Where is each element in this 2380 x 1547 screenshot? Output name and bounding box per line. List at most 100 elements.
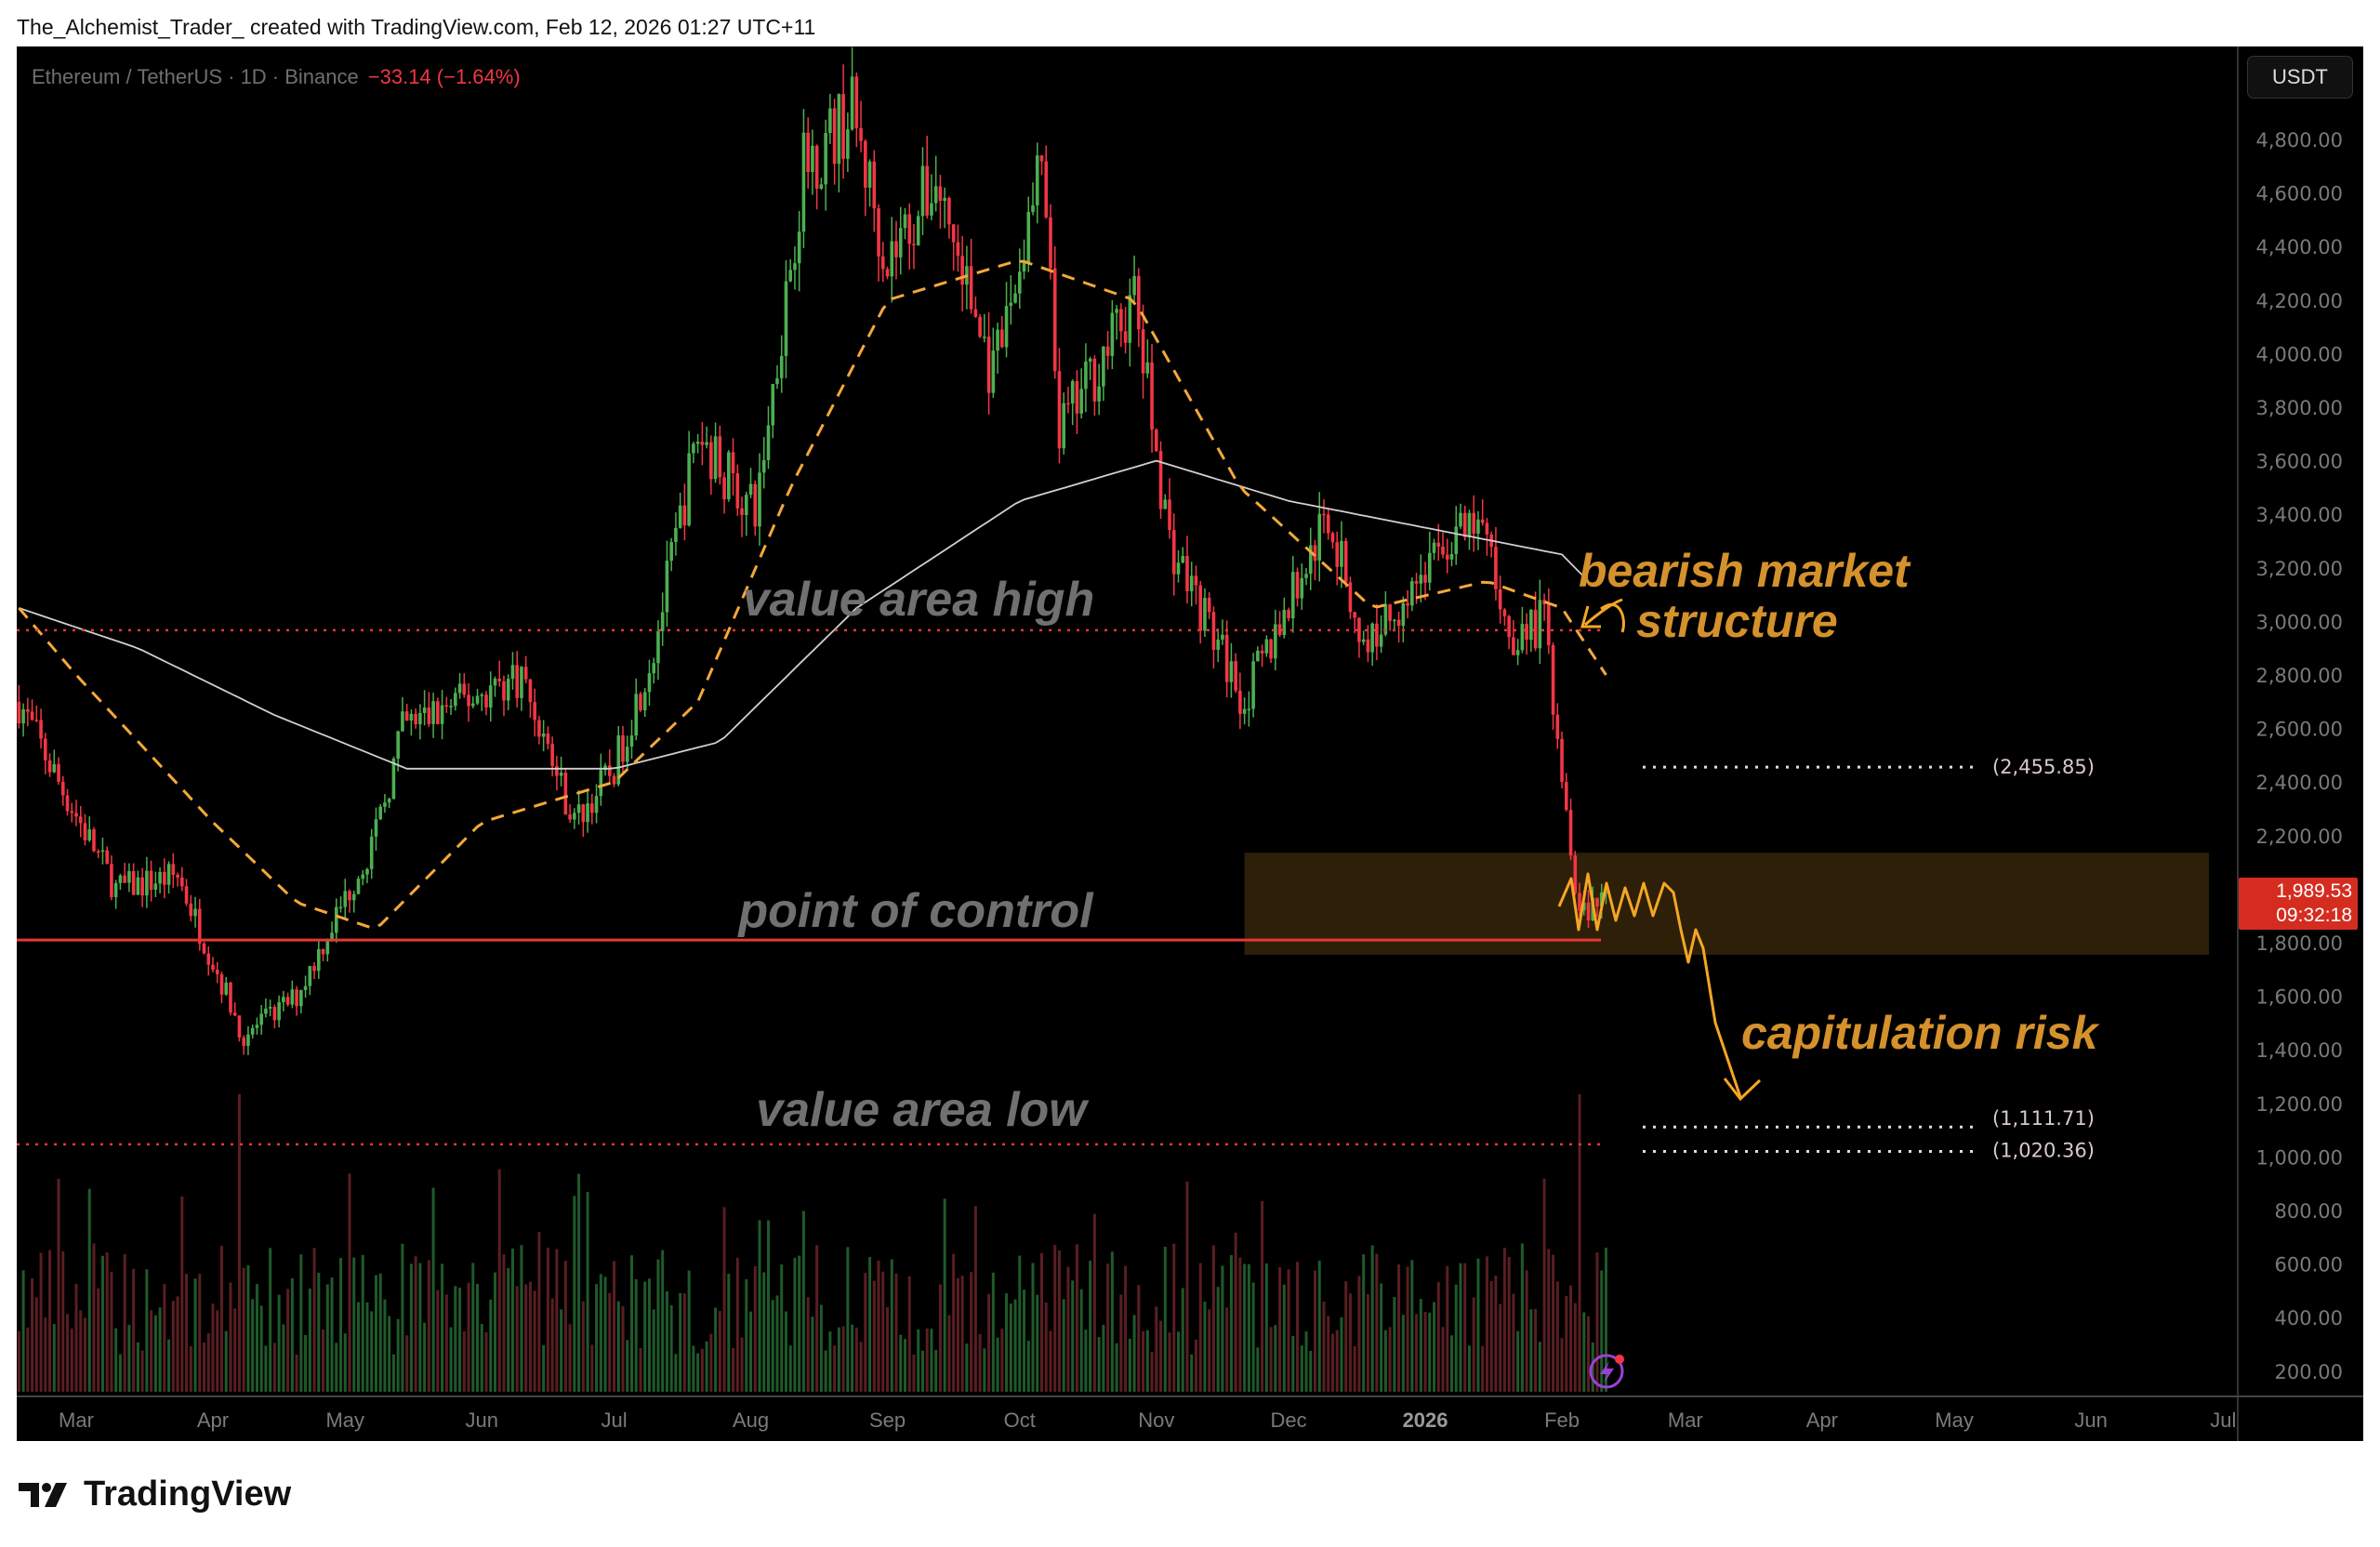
candle[interactable] (180, 877, 184, 887)
candle[interactable] (158, 871, 162, 884)
candle[interactable] (859, 127, 863, 141)
candle[interactable] (1079, 389, 1083, 414)
candle[interactable] (356, 879, 361, 894)
candle[interactable] (193, 908, 197, 917)
candle[interactable] (153, 883, 158, 890)
candle[interactable] (348, 891, 351, 901)
candle[interactable] (457, 683, 462, 694)
candle[interactable] (890, 241, 894, 277)
candle[interactable] (480, 694, 484, 696)
candle[interactable] (1401, 602, 1406, 627)
candle[interactable] (541, 733, 546, 737)
candle[interactable] (753, 483, 758, 527)
candle[interactable] (528, 679, 533, 703)
candle[interactable] (933, 186, 938, 204)
candle[interactable] (396, 731, 400, 760)
candle[interactable] (1343, 540, 1348, 583)
candle[interactable] (590, 803, 594, 813)
candle[interactable] (237, 1015, 242, 1038)
candle[interactable] (642, 692, 647, 711)
candle[interactable] (973, 309, 978, 317)
candle[interactable] (1449, 553, 1454, 560)
candle[interactable] (916, 216, 920, 245)
candle[interactable] (1234, 661, 1237, 691)
candle[interactable] (766, 425, 771, 460)
candle[interactable] (573, 813, 576, 820)
candle[interactable] (1022, 262, 1026, 272)
candle[interactable] (1432, 542, 1436, 553)
candle[interactable] (880, 256, 885, 270)
candle[interactable] (1198, 585, 1203, 631)
candle[interactable] (1221, 634, 1224, 640)
candle[interactable] (718, 436, 722, 478)
candle[interactable] (295, 989, 298, 1007)
candle[interactable] (1115, 309, 1118, 313)
candle[interactable] (1026, 211, 1031, 263)
candle[interactable] (555, 765, 559, 776)
candle[interactable] (864, 140, 867, 188)
candle[interactable] (264, 1008, 268, 1014)
candle[interactable] (1088, 358, 1092, 362)
candle[interactable] (219, 973, 224, 995)
candle[interactable] (678, 505, 682, 528)
candle[interactable] (1520, 624, 1525, 651)
candle[interactable] (272, 1007, 277, 1021)
candle[interactable] (391, 759, 396, 800)
candle[interactable] (1525, 624, 1528, 641)
candle[interactable] (113, 882, 118, 898)
candle[interactable] (166, 864, 171, 885)
candle[interactable] (312, 966, 316, 972)
candle[interactable] (898, 228, 903, 258)
candle[interactable] (603, 765, 607, 771)
candle[interactable] (1013, 293, 1017, 303)
candle[interactable] (771, 384, 775, 426)
candle[interactable] (1224, 634, 1229, 682)
candle[interactable] (991, 350, 996, 393)
candle[interactable] (687, 453, 691, 526)
candle[interactable] (1335, 542, 1340, 567)
candle[interactable] (903, 214, 907, 229)
candle[interactable] (1551, 644, 1555, 715)
candle[interactable] (440, 705, 444, 724)
candle[interactable] (330, 932, 334, 942)
candle[interactable] (1436, 542, 1441, 547)
candle[interactable] (83, 823, 87, 840)
candle[interactable] (1326, 514, 1330, 534)
candle[interactable] (74, 813, 78, 817)
candle[interactable] (17, 701, 21, 724)
candle[interactable] (1388, 603, 1392, 621)
candle[interactable] (127, 871, 131, 883)
candle[interactable] (1340, 540, 1343, 567)
candle[interactable] (1141, 329, 1145, 374)
candle[interactable] (1304, 574, 1308, 578)
candle[interactable] (118, 875, 123, 883)
candle[interactable] (1410, 581, 1414, 606)
candle[interactable] (854, 76, 859, 128)
candle[interactable] (788, 270, 793, 282)
candle[interactable] (550, 744, 554, 766)
candle[interactable] (1154, 430, 1158, 452)
candle[interactable] (303, 985, 308, 990)
candle[interactable] (171, 864, 176, 875)
candle[interactable] (1427, 552, 1432, 583)
candle[interactable] (607, 765, 612, 776)
candle[interactable] (105, 850, 109, 865)
candle[interactable] (145, 870, 149, 896)
candle[interactable] (814, 145, 819, 189)
candle[interactable] (510, 665, 515, 680)
candle[interactable] (1062, 403, 1066, 449)
candle[interactable] (563, 773, 568, 815)
candle[interactable] (351, 893, 356, 901)
candle[interactable] (1128, 295, 1132, 343)
candle[interactable] (612, 775, 616, 785)
candle[interactable] (1176, 562, 1181, 575)
candle[interactable] (1009, 302, 1013, 307)
candle[interactable] (1476, 519, 1480, 535)
candle[interactable] (321, 948, 325, 955)
candle[interactable] (1105, 346, 1110, 356)
candle[interactable] (325, 941, 330, 955)
candle[interactable] (709, 442, 713, 480)
candle[interactable] (1052, 268, 1057, 372)
candle[interactable] (401, 711, 404, 732)
